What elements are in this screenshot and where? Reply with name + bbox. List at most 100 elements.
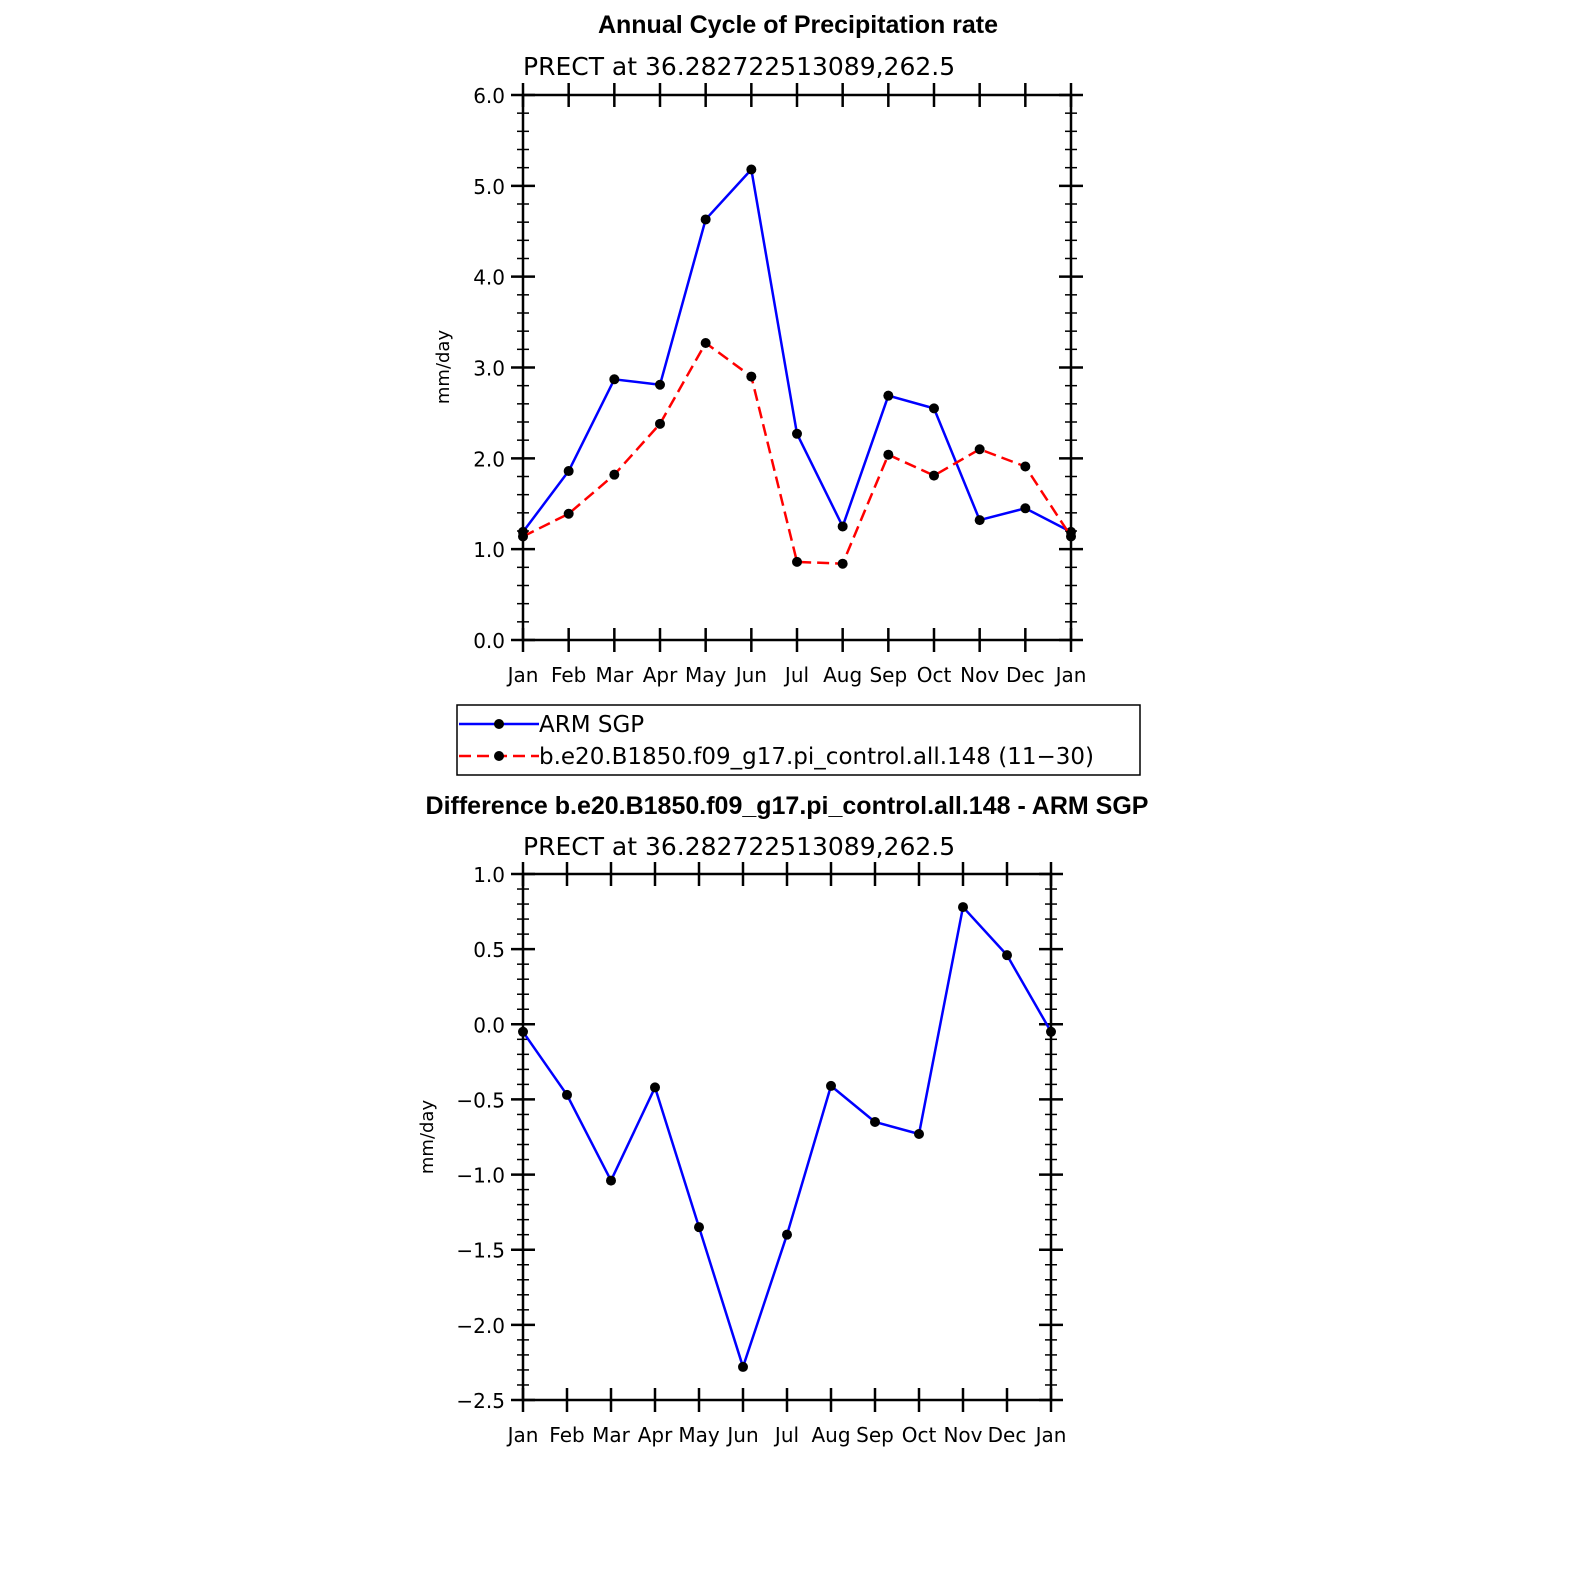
series-0-point — [562, 1089, 572, 1100]
series-1-point — [700, 337, 711, 348]
x-tick-label: Oct — [917, 663, 952, 687]
x-tick-label: Aug — [811, 1423, 850, 1447]
series-0-point — [958, 902, 968, 913]
series-line-0 — [522, 168, 1072, 534]
y-tick-label: −0.5 — [456, 1088, 505, 1112]
x-tick-label: Jan — [1034, 1423, 1067, 1447]
y-tick-label: 2.0 — [473, 447, 505, 471]
series-1-point — [974, 444, 985, 455]
y-tick-label: 3.0 — [473, 357, 505, 381]
x-tick-label: Jan — [1054, 663, 1087, 687]
legend-marker-obs — [494, 719, 504, 729]
x-tick-label: Oct — [902, 1423, 937, 1447]
series-0-point — [1002, 950, 1012, 961]
series-0-point — [650, 1082, 660, 1093]
y-tick-label: 0.0 — [473, 1013, 505, 1037]
x-tick-label: Dec — [988, 1423, 1027, 1447]
x-tick-label: Nov — [960, 663, 999, 687]
y-tick-label: −2.0 — [456, 1314, 505, 1338]
series-0-point — [870, 1116, 880, 1127]
x-tick-label: Jan — [506, 663, 539, 687]
y-tick-label: 0.0 — [473, 629, 505, 653]
y-axis-label: mm/day — [433, 330, 454, 405]
series-0-point — [746, 164, 757, 175]
x-tick-label: Apr — [638, 1423, 673, 1447]
series-0-point — [1046, 1026, 1056, 1037]
y-tick-label: 0.5 — [473, 938, 505, 962]
series-0-point — [974, 515, 985, 526]
series-1-point — [883, 449, 894, 460]
x-tick-label: Feb — [549, 1423, 584, 1447]
x-tick-label: Jun — [734, 663, 767, 687]
x-tick-label: May — [685, 663, 727, 687]
y-tick-label: 1.0 — [473, 863, 505, 887]
series-0-point — [1020, 503, 1031, 514]
annual-cycle-chart: Annual Cycle of Precipitation rate PRECT… — [433, 11, 1086, 687]
series-0-point — [738, 1361, 748, 1372]
x-tick-label: Dec — [1006, 663, 1045, 687]
chart-title: Difference b.e20.B1850.f09_g17.pi_contro… — [426, 792, 1149, 820]
x-tick-label: Sep — [856, 1423, 894, 1447]
y-tick-label: 5.0 — [473, 175, 505, 199]
y-tick-label: −1.5 — [456, 1239, 505, 1263]
x-tick-label: Jul — [783, 663, 809, 687]
y-tick-label: 1.0 — [473, 538, 505, 562]
series-0-point — [694, 1222, 704, 1233]
y-tick-label: −2.5 — [456, 1389, 505, 1413]
x-tick-label: Jan — [506, 1423, 539, 1447]
x-tick-label: Apr — [643, 663, 678, 687]
chart-subtitle: PRECT at 36.282722513089,262.5 — [523, 832, 955, 861]
chart-subtitle: PRECT at 36.282722513089,262.5 — [523, 52, 955, 81]
x-tick-label: Nov — [943, 1423, 982, 1447]
series-0-point — [606, 1175, 616, 1186]
x-tick-label: Mar — [592, 1423, 631, 1447]
y-axis-label: mm/day — [417, 1100, 438, 1175]
series-1-point — [563, 508, 574, 519]
x-tick-label: Jul — [773, 1423, 799, 1447]
series-0-point — [563, 466, 574, 477]
series-1-point — [792, 556, 802, 567]
series-0-point — [700, 214, 711, 225]
y-tick-label: −1.0 — [456, 1164, 505, 1188]
series-0-point — [837, 521, 848, 532]
legend-label-model: b.e20.B1850.f09_g17.pi_control.all.148 (… — [539, 744, 1094, 770]
x-tick-label: May — [678, 1423, 720, 1447]
series-0-point — [782, 1229, 792, 1240]
legend-marker-model — [494, 751, 504, 761]
series-1-point — [655, 418, 665, 429]
y-tick-label: 4.0 — [473, 266, 505, 290]
legend-frame — [456, 704, 1141, 776]
plot-frame — [521, 872, 1053, 1402]
series-1-point — [1020, 461, 1031, 472]
series-0-point — [518, 1026, 528, 1037]
series-1-point — [1066, 531, 1076, 542]
series-line-1 — [522, 341, 1073, 565]
series-1-point — [609, 469, 620, 480]
legend-label-obs: ARM SGP — [539, 712, 644, 738]
series-1-point — [518, 531, 528, 542]
x-tick-label: Mar — [595, 663, 634, 687]
x-tick-label: Jun — [725, 1423, 758, 1447]
legend: ARM SGP b.e20.B1850.f09_g17.pi_control.a… — [456, 704, 1141, 776]
series-0-point — [914, 1128, 924, 1139]
series-1-point — [746, 371, 757, 382]
plot-area: −2.5 −2.0 −1.5 −1.0 −0.5 0.0 0.5 1.0 Jan Feb Mar Ap… — [456, 862, 1066, 1447]
series-0-point — [655, 379, 665, 390]
series-line-0 — [521, 905, 1053, 1369]
series-0-point — [792, 428, 802, 439]
x-tick-label: Aug — [823, 663, 862, 687]
series-0-point — [609, 374, 620, 385]
plot-area: 0.0 1.0 2.0 3.0 4.0 5.0 6.0 Jan Feb Mar Apr May Jun J… — [473, 83, 1086, 687]
difference-chart: Difference b.e20.B1850.f09_g17.pi_contro… — [417, 792, 1148, 1447]
series-1-point — [929, 470, 939, 481]
series-0-point — [826, 1080, 836, 1091]
legend-entry-model: b.e20.B1850.f09_g17.pi_control.all.148 (… — [459, 744, 1094, 770]
series-1-point — [837, 558, 848, 569]
x-tick-label: Feb — [551, 663, 586, 687]
chart-title: Annual Cycle of Precipitation rate — [598, 11, 998, 39]
x-tick-label: Sep — [869, 663, 907, 687]
series-0-point — [883, 390, 894, 401]
legend-entry-obs: ARM SGP — [459, 712, 644, 738]
y-tick-label: 6.0 — [473, 84, 505, 108]
